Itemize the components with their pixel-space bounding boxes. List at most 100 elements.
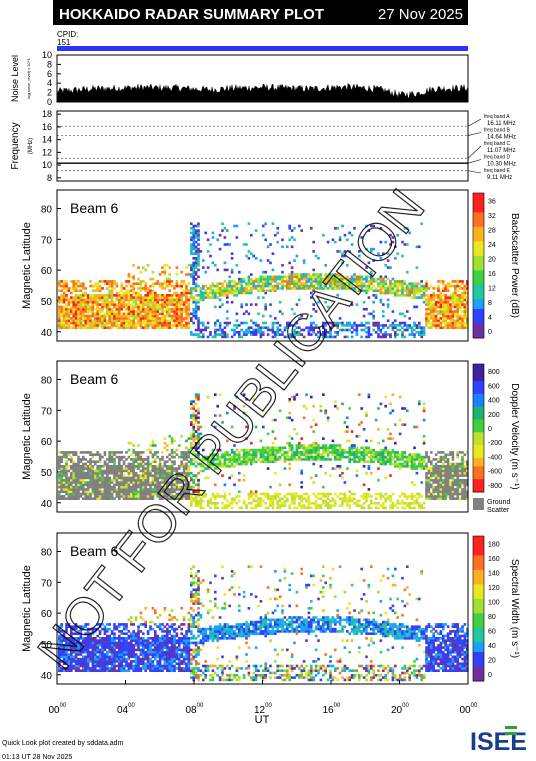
- rti-cell: [115, 490, 119, 494]
- rti-cell: [413, 291, 416, 295]
- rti-cell: [247, 331, 251, 334]
- rti-cell: [326, 495, 330, 498]
- rti-cell: [372, 317, 375, 320]
- rti-cell: [281, 504, 284, 507]
- rti-cell: [86, 492, 90, 496]
- rti-cell: [324, 331, 327, 334]
- rti-cell: [194, 453, 198, 457]
- rti-cell: [422, 502, 426, 505]
- rti-cell: [70, 319, 73, 323]
- rti-cell: [82, 282, 85, 286]
- rti-cell: [278, 324, 282, 327]
- rti-cell: [274, 460, 277, 464]
- rti-cell: [106, 469, 109, 473]
- rti-cell: [108, 495, 111, 498]
- rti-cell: [259, 460, 263, 464]
- rti-cell: [130, 488, 133, 491]
- rti-cell: [278, 499, 282, 503]
- rti-cell: [134, 314, 138, 318]
- rti-cell: [170, 307, 174, 311]
- rti-cell: [386, 448, 390, 452]
- rti-cell: [250, 326, 253, 330]
- rti-cell: [58, 451, 61, 454]
- rti-cell: [187, 485, 191, 489]
- rti-cell: [319, 506, 323, 510]
- rti-cell: [170, 448, 174, 452]
- rti-cell: [84, 326, 87, 330]
- rti-cell: [329, 321, 332, 325]
- rti-cell: [185, 483, 188, 487]
- rti-cell: [264, 275, 267, 279]
- rti-cell: [156, 296, 159, 299]
- rti-cell: [334, 444, 337, 447]
- rti-cell: [374, 331, 378, 334]
- rti-cell: [106, 300, 109, 304]
- rti-cell: [329, 282, 332, 286]
- rti-cell: [187, 497, 191, 501]
- rti-cell: [197, 455, 200, 459]
- rti-cell: [439, 467, 443, 470]
- rti-cell: [259, 497, 263, 501]
- rti-cell: [86, 485, 90, 489]
- rti-cell: [139, 270, 143, 274]
- rti-cell: [134, 495, 138, 498]
- rti-cell: [386, 252, 390, 256]
- rti-cell: [194, 504, 198, 507]
- rti-cell: [158, 467, 162, 470]
- rti-cell: [79, 458, 83, 461]
- rti-cell: [127, 495, 131, 498]
- rti-cell: [82, 300, 85, 304]
- rti-cell: [295, 254, 299, 258]
- rti-cell: [456, 317, 459, 320]
- rti-cell: [442, 495, 445, 498]
- rti-cell: [197, 257, 200, 260]
- rti-cell: [127, 321, 131, 325]
- rti-cell: [310, 275, 313, 279]
- rti-cell: [101, 287, 104, 290]
- rti-cell: [281, 333, 284, 336]
- rti-cell: [194, 483, 198, 487]
- rti-cell: [250, 252, 253, 256]
- rti-cell: [444, 455, 447, 459]
- rti-cell: [101, 471, 104, 475]
- rti-cell: [180, 471, 183, 475]
- rti-cell: [137, 465, 140, 468]
- rti-cell: [173, 317, 176, 320]
- rti-cell: [418, 324, 421, 327]
- rti-cell: [439, 485, 443, 489]
- rti-cell: [377, 492, 380, 496]
- rti-cell: [326, 453, 330, 457]
- rti-cell: [338, 448, 342, 452]
- rti-cell: [353, 275, 356, 279]
- rti-cell: [142, 296, 145, 299]
- rti-cell: [389, 460, 392, 464]
- rti-cell: [98, 460, 102, 464]
- rti-cell: [72, 490, 75, 494]
- rti-cell: [302, 282, 306, 286]
- rti-cell: [442, 451, 445, 454]
- rti-cell: [199, 502, 203, 505]
- rti-cell: [72, 305, 75, 309]
- rti-cell: [446, 458, 450, 461]
- rti-cell: [74, 465, 78, 468]
- rti-cell: [401, 254, 404, 258]
- rti-cell: [170, 326, 174, 330]
- rti-cell: [398, 453, 402, 457]
- rti-cell: [322, 492, 325, 496]
- rti-cell: [322, 287, 325, 290]
- rti-cell: [355, 474, 359, 477]
- rti-cell: [206, 335, 210, 339]
- rti-cell: [96, 317, 99, 320]
- rti-cell: [413, 425, 416, 429]
- power-colorbar-frame: [472, 192, 485, 339]
- rti-cell: [96, 469, 99, 473]
- rti-cell: [58, 481, 61, 484]
- rti-cell: [451, 284, 455, 288]
- rti-cell: [314, 499, 318, 503]
- rti-cell: [156, 492, 159, 496]
- rti-cell: [274, 331, 277, 334]
- rti-cell: [338, 453, 342, 457]
- rti-cell: [420, 333, 423, 336]
- rti-cell: [168, 321, 171, 325]
- rti-cell: [350, 243, 354, 246]
